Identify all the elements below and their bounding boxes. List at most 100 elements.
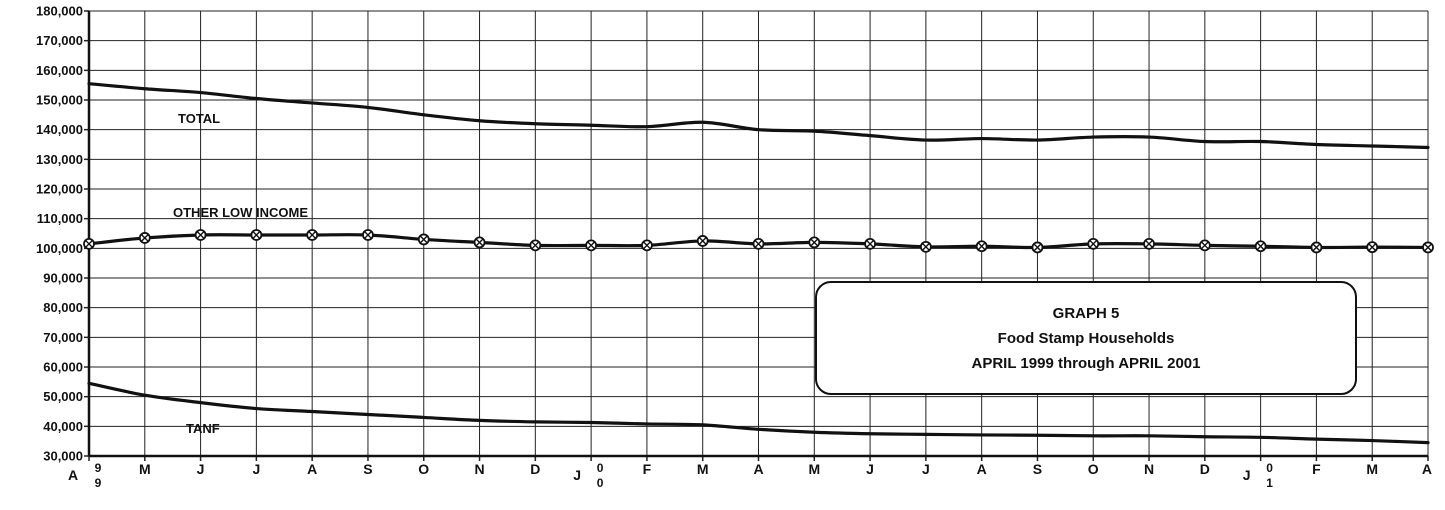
marker-cross — [1201, 241, 1209, 250]
x-tick-label: N — [1144, 461, 1154, 477]
x-tick-label: J — [197, 461, 205, 477]
y-tick-label: 50,000 — [43, 389, 83, 404]
data-point-other-low-income — [250, 229, 263, 241]
marker-cross — [252, 231, 261, 239]
data-point-other-low-income — [362, 229, 374, 241]
x-tick-label: A — [977, 461, 987, 477]
data-point-other-low-income — [975, 240, 988, 253]
marker-cross — [922, 243, 930, 251]
marker-cross — [141, 234, 149, 242]
y-tick-label: 180,000 — [36, 4, 83, 19]
data-point-other-low-income — [194, 229, 207, 241]
y-tick-label: 120,000 — [36, 182, 83, 197]
graph-date-range: APRIL 1999 through APRIL 2001 — [971, 354, 1201, 372]
y-tick-label: 30,000 — [43, 449, 83, 464]
series-label-other-low-income: OTHER LOW INCOME — [173, 205, 308, 220]
data-point-other-low-income — [529, 239, 542, 252]
marker-cross — [196, 231, 205, 239]
x-tick-label: O — [1088, 461, 1099, 477]
y-tick-label: 160,000 — [36, 63, 83, 78]
x-tick-label: O — [418, 461, 429, 477]
y-tick-label: 130,000 — [36, 152, 83, 167]
y-tick-label: 80,000 — [43, 300, 83, 315]
data-point-other-low-income — [696, 235, 709, 247]
x-tick-label: M — [697, 461, 709, 477]
y-tick-label: 90,000 — [43, 271, 83, 286]
marker-cross — [1368, 243, 1376, 251]
x-tick-label: M — [808, 461, 820, 477]
series-label-total: TOTAL — [178, 111, 220, 126]
y-tick-label: 150,000 — [36, 93, 83, 108]
graph-title-box: GRAPH 5 Food Stamp Households APRIL 1999… — [815, 281, 1357, 395]
data-point-other-low-income — [808, 236, 821, 249]
marker-cross — [810, 238, 818, 247]
x-year-digit-bottom: 1 — [1266, 476, 1273, 490]
marker-cross — [85, 240, 93, 248]
x-tick-label: M — [139, 461, 151, 477]
series-lines — [83, 82, 1434, 445]
data-point-other-low-income — [473, 236, 486, 249]
x-tick-label: J — [573, 467, 581, 483]
x-tick-label: J — [922, 461, 930, 477]
marker-cross — [587, 241, 595, 250]
x-tick-label: D — [530, 461, 540, 477]
marker-cross — [643, 241, 651, 250]
y-tick-label: 170,000 — [36, 33, 83, 48]
series-line-tanf — [87, 381, 1430, 445]
x-year-digit-top: 9 — [95, 461, 102, 475]
x-year-digit-bottom: 0 — [597, 476, 604, 490]
data-point-other-low-income — [1198, 239, 1211, 252]
data-point-other-low-income — [1254, 240, 1267, 253]
data-point-other-low-income — [138, 232, 151, 244]
y-tick-label: 60,000 — [43, 360, 83, 375]
y-tick-label: 110,000 — [37, 211, 83, 226]
data-point-other-low-income — [417, 233, 430, 246]
data-point-other-low-income — [1422, 241, 1434, 254]
x-tick-label: A — [1422, 461, 1432, 477]
y-tick-label: 70,000 — [43, 330, 83, 345]
x-tick-label: J — [1243, 467, 1251, 483]
marker-cross — [866, 240, 874, 248]
data-point-other-low-income — [1310, 241, 1323, 254]
data-point-other-low-income — [83, 237, 95, 250]
x-tick-label: N — [474, 461, 484, 477]
marker-cross — [1089, 240, 1097, 248]
marker-cross — [1033, 243, 1042, 252]
data-point-other-low-income — [306, 229, 319, 241]
marker-cross — [308, 231, 316, 239]
series-label-tanf: TANF — [186, 421, 220, 436]
x-tick-label: M — [1366, 461, 1378, 477]
x-tick-label: J — [866, 461, 874, 477]
series-labels: TOTAL OTHER LOW INCOME TANF — [173, 111, 308, 436]
y-tick-label: 100,000 — [36, 241, 83, 256]
x-year-digit-bottom: 9 — [95, 476, 102, 490]
x-year-digit-top: 0 — [597, 461, 604, 475]
data-point-other-low-income — [585, 239, 598, 252]
y-tick-label: 40,000 — [43, 419, 83, 434]
x-tick-label: S — [1033, 461, 1042, 477]
graph-title: Food Stamp Households — [997, 329, 1175, 347]
data-point-other-low-income — [919, 240, 932, 253]
x-tick-label: J — [252, 461, 260, 477]
marker-cross — [364, 231, 372, 239]
marker-cross — [699, 237, 707, 245]
data-point-other-low-income — [1031, 241, 1044, 254]
marker-cross — [1424, 243, 1432, 252]
data-point-other-low-income — [1366, 241, 1379, 254]
marker-cross — [420, 235, 428, 244]
x-tick-label: A — [307, 461, 317, 477]
x-year-digit-top: 0 — [1266, 461, 1273, 475]
marker-cross — [1256, 242, 1265, 250]
series-line-total — [87, 82, 1430, 150]
data-point-other-low-income — [1143, 237, 1155, 250]
x-tick-label: D — [1200, 461, 1210, 477]
marker-cross — [754, 240, 763, 248]
data-point-other-low-income — [1087, 237, 1100, 250]
x-tick-label: A — [68, 467, 78, 483]
y-tick-label: 140,000 — [36, 122, 83, 137]
x-tick-label: A — [753, 461, 763, 477]
marker-cross — [977, 242, 986, 250]
marker-cross — [1312, 243, 1321, 252]
